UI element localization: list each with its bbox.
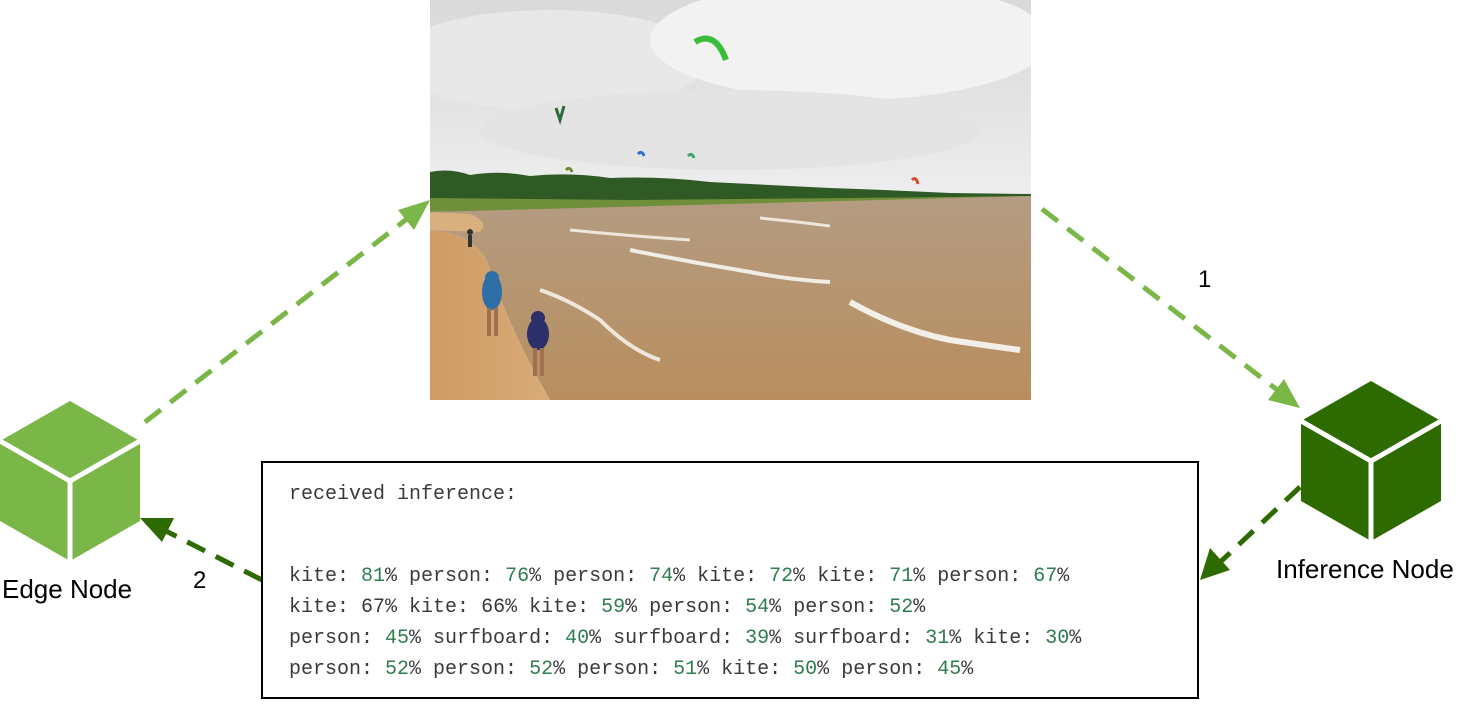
- detection-score: 30: [1045, 627, 1070, 650]
- detection-score: 59: [601, 596, 626, 619]
- detection-label: person:: [937, 565, 1034, 588]
- detection-label: person:: [577, 658, 674, 681]
- detection-item: person: 52%: [289, 658, 434, 681]
- detection-item: surfboard: 40%: [433, 627, 614, 650]
- inference-line: kite: 67% kite: 66% kite: 59% person: 54…: [289, 592, 1197, 623]
- detection-label: person:: [793, 596, 890, 619]
- edge-node-label: Edge Node: [2, 574, 133, 604]
- detection-label: person:: [841, 658, 938, 681]
- detection-label: person:: [409, 565, 506, 588]
- detection-label: kite:: [973, 627, 1046, 650]
- inference-line: person: 45% surfboard: 40% surfboard: 39…: [289, 623, 1197, 654]
- beach-kite-photo: [430, 0, 1031, 400]
- inference-line: kite: 81% person: 76% person: 74% kite: …: [289, 561, 1197, 592]
- detection-label: surfboard:: [613, 627, 746, 650]
- edge-node-cube-icon: [0, 401, 142, 561]
- detection-label: kite:: [721, 658, 794, 681]
- detection-score: 45: [385, 627, 410, 650]
- detection-label: surfboard:: [433, 627, 566, 650]
- inference-title: received inference:: [289, 483, 518, 506]
- detection-item: person: 45%: [289, 627, 434, 650]
- detection-item: surfboard: 31%: [793, 627, 974, 650]
- inference-result-panel: received inference: kite: 81% person: 76…: [261, 461, 1199, 699]
- detection-label: kite:: [817, 565, 890, 588]
- detection-item: person: 76%: [409, 565, 554, 588]
- detection-score: 52: [529, 658, 554, 681]
- detection-label: kite:: [289, 596, 362, 619]
- inference-node-cube-icon: [1299, 381, 1443, 541]
- photo-graphic: [430, 0, 1031, 400]
- inference-line: person: 52% person: 52% person: 51% kite…: [289, 654, 1197, 685]
- detection-score: 74: [649, 565, 674, 588]
- detection-label: kite:: [289, 565, 362, 588]
- detection-score: 31: [925, 627, 950, 650]
- detection-score: 45: [937, 658, 962, 681]
- arrow-edge-to-photo: [143, 200, 430, 424]
- detection-score: 67: [361, 596, 386, 619]
- detection-label: person:: [553, 565, 650, 588]
- detection-score: 81: [361, 565, 386, 588]
- detection-item: person: 54%: [649, 596, 794, 619]
- detection-score: 67: [1033, 565, 1058, 588]
- detection-item: person: 67%: [937, 565, 1070, 588]
- detection-item: person: 51%: [577, 658, 722, 681]
- step-2-label: 2: [193, 567, 207, 594]
- detection-label: person:: [649, 596, 746, 619]
- detection-item: kite: 67%: [289, 596, 410, 619]
- detection-score: 72: [769, 565, 794, 588]
- detection-item: kite: 81%: [289, 565, 410, 588]
- detection-score: 66: [481, 596, 506, 619]
- detection-item: person: 52%: [433, 658, 578, 681]
- detection-label: kite:: [529, 596, 602, 619]
- detection-label: person:: [289, 627, 386, 650]
- detection-score: 50: [793, 658, 818, 681]
- detection-score: 52: [889, 596, 914, 619]
- inference-node-label: Inference Node: [1276, 554, 1454, 584]
- arrow-inference-to-panel: [1200, 485, 1302, 580]
- detection-score: 52: [385, 658, 410, 681]
- detection-label: surfboard:: [793, 627, 926, 650]
- detection-item: kite: 50%: [721, 658, 842, 681]
- detection-item: kite: 59%: [529, 596, 650, 619]
- detection-score: 51: [673, 658, 698, 681]
- detection-item: person: 52%: [793, 596, 926, 619]
- detection-score: 54: [745, 596, 770, 619]
- detection-score: 76: [505, 565, 530, 588]
- detection-item: kite: 30%: [973, 627, 1082, 650]
- detection-item: person: 45%: [841, 658, 974, 681]
- step-1-label: 1: [1198, 266, 1212, 293]
- detection-item: person: 74%: [553, 565, 698, 588]
- detection-label: kite:: [697, 565, 770, 588]
- detection-score: 39: [745, 627, 770, 650]
- detection-item: kite: 66%: [409, 596, 530, 619]
- detection-label: kite:: [409, 596, 482, 619]
- detection-label: person:: [433, 658, 530, 681]
- inference-results: kite: 81% person: 76% person: 74% kite: …: [289, 561, 1197, 685]
- detection-score: 71: [889, 565, 914, 588]
- arrow-panel-to-edge: [140, 518, 264, 583]
- detection-item: surfboard: 39%: [613, 627, 794, 650]
- detection-item: kite: 71%: [817, 565, 938, 588]
- arrow-photo-to-inference: [1040, 207, 1300, 408]
- detection-item: kite: 72%: [697, 565, 818, 588]
- detection-label: person:: [289, 658, 386, 681]
- detection-score: 40: [565, 627, 590, 650]
